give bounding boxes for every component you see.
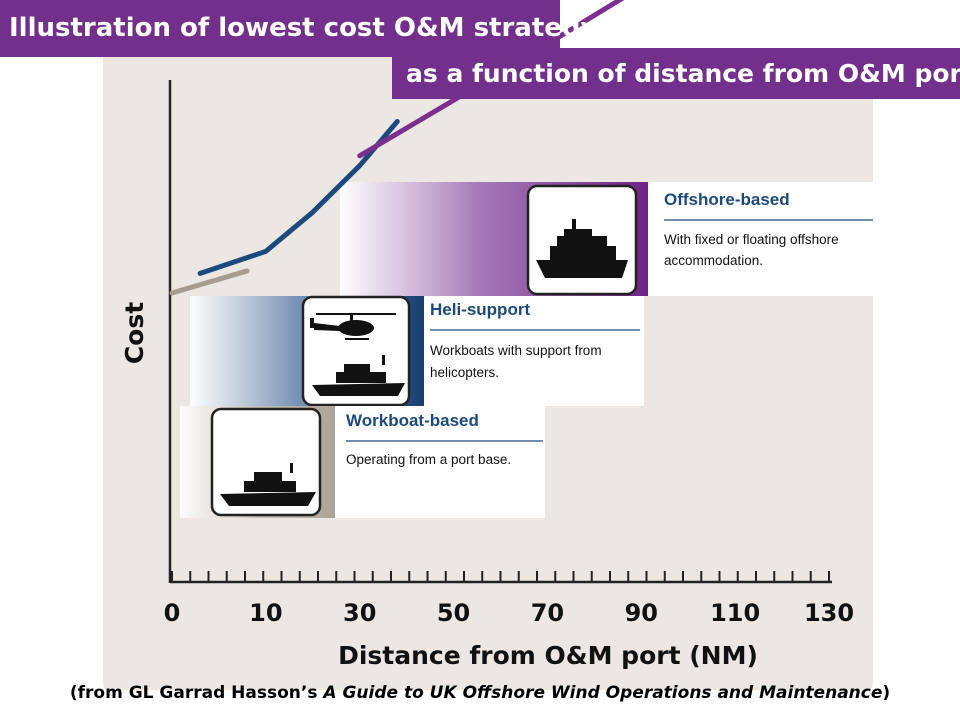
chart-title: Illustration of lowest cost O&M strategy: [0, 0, 597, 57]
source-footnote: (from GL Garrad Hasson’s A Guide to UK O…: [0, 683, 960, 703]
workboat-icon: [220, 463, 316, 506]
heli-strategy-block: Heli-support Workboats with support from…: [190, 295, 644, 407]
x-tick-label-70: 70: [531, 599, 564, 627]
x-tick-label-110: 110: [710, 599, 760, 627]
heli-desc-line1: Workboats with support from: [430, 343, 602, 358]
workboat-title: Workboat-based: [346, 411, 479, 430]
offshore-desc-line2: accommodation.: [664, 253, 763, 268]
series-layer: [169, 0, 625, 296]
footnote-suffix: ): [882, 683, 891, 703]
chart-subtitle: as a function of distance from O&M port: [392, 48, 960, 99]
offshore-vessel-icon: [536, 219, 628, 278]
footnote-prefix: (from GL Garrad Hasson’s: [69, 683, 324, 703]
x-tick-label-0: 0: [164, 599, 181, 627]
workboat-strategy-block: Workboat-based Operating from a port bas…: [180, 406, 545, 518]
heli-text-box: [424, 296, 644, 406]
workboat-desc-line1: Operating from a port base.: [346, 452, 511, 467]
x-tick-label-130: 130: [804, 599, 854, 627]
series-line-workboat-based: [169, 268, 250, 296]
offshore-text-box: [648, 182, 873, 296]
heli-title: Heli-support: [430, 300, 530, 319]
heli-desc-line2: helicopters.: [430, 365, 499, 380]
x-tick-label-10: 10: [249, 599, 282, 627]
x-axis-tick-labels: 0 10 30 50 70 90 110 130: [164, 599, 854, 627]
y-axis-label: Cost: [120, 302, 149, 364]
x-tick-label-30: 30: [343, 599, 376, 627]
offshore-strategy-block: Offshore-based With fixed or floating of…: [340, 182, 873, 296]
helicopter-workboat-icon: [310, 313, 405, 396]
footnote-book-title: A Guide to UK Offshore Wind Operations a…: [323, 683, 883, 703]
x-tick-label-50: 50: [437, 599, 470, 627]
x-axis-label: Distance from O&M port (NM): [338, 641, 758, 670]
workboat-text-box: [335, 406, 545, 518]
offshore-desc-line1: With fixed or floating offshore: [664, 232, 839, 247]
x-axis-minor-ticks: [171, 571, 830, 582]
series-line-offshore-based: [357, 0, 625, 159]
offshore-title: Offshore-based: [664, 190, 790, 209]
x-tick-label-90: 90: [625, 599, 658, 627]
